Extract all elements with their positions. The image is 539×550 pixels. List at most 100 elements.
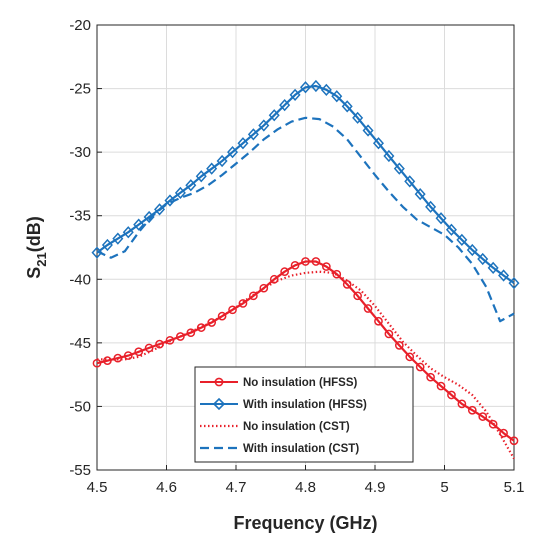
- series-0-marker: [280, 267, 289, 277]
- legend-swatch-marker-1: [212, 397, 226, 411]
- series-1-marker: [206, 162, 218, 175]
- series-1-marker: [310, 79, 322, 93]
- series-1-marker: [112, 232, 124, 245]
- series-1-marker: [498, 269, 510, 282]
- series-0-marker: [509, 436, 519, 446]
- x-tick-label: 4.9: [365, 479, 386, 496]
- series-1-marker: [122, 226, 134, 239]
- series-1-marker: [195, 170, 207, 183]
- series-0-marker: [217, 311, 227, 321]
- legend-label-1: With insulation (HFSS): [243, 399, 367, 411]
- x-tick-label: 4.7: [226, 479, 247, 496]
- series-0-marker: [384, 329, 394, 339]
- series-1-marker: [466, 243, 478, 257]
- series-1-marker: [425, 200, 437, 213]
- y-axis-title-subscript: 21: [34, 252, 49, 266]
- series-1-marker: [404, 175, 416, 188]
- series-0-marker: [238, 299, 248, 308]
- x-axis-title: Frequency (GHz): [233, 513, 377, 533]
- y-axis-ticks: -55 -50 -45 -40 -35 -30 -25 -20: [69, 17, 102, 479]
- series-1-marker: [435, 212, 447, 225]
- legend: No insulation (HFSS) With insulation (HF…: [194, 366, 414, 463]
- series-1-marker: [383, 149, 395, 163]
- series-1-marker: [289, 88, 301, 102]
- series-0-marker: [332, 269, 342, 279]
- series-0-marker: [415, 362, 425, 372]
- series-1-marker: [268, 109, 280, 122]
- series-0-marker: [478, 412, 488, 421]
- series-0-marker: [123, 351, 133, 360]
- legend-swatch-marker-0: [214, 377, 224, 387]
- y-tick-label: -25: [69, 81, 91, 98]
- series-0-marker: [488, 419, 498, 429]
- series-0-marker: [457, 399, 467, 409]
- series-1-marker: [279, 98, 291, 112]
- series-3: [96, 116, 515, 323]
- series-0-marker: [186, 328, 196, 338]
- series-1-marker: [258, 119, 270, 132]
- legend-label-0: No insulation (HFSS): [243, 377, 358, 389]
- series-1-marker: [101, 238, 113, 252]
- series-0-marker: [374, 316, 383, 326]
- series-1-marker: [227, 146, 239, 159]
- series-1-marker: [320, 83, 332, 96]
- y-axis-title-suffix: (dB): [24, 216, 44, 252]
- y-axis-title-main: S: [24, 267, 44, 279]
- series-0-marker: [290, 260, 300, 270]
- series-0-marker: [394, 341, 404, 350]
- series-1-marker: [456, 233, 468, 246]
- series-0-marker: [499, 428, 508, 438]
- series-0-marker: [103, 356, 112, 366]
- series-0-marker: [447, 390, 456, 400]
- y-tick-label: -55: [69, 462, 91, 479]
- series-0-marker: [196, 323, 206, 332]
- series-1-marker: [91, 246, 103, 259]
- series-line-3: [96, 116, 515, 323]
- series-1-marker: [216, 154, 228, 168]
- series-0-marker: [342, 280, 352, 289]
- series-1-marker: [352, 111, 364, 124]
- series-0-marker: [311, 257, 321, 266]
- x-tick-label: 5: [440, 479, 448, 496]
- series-1-marker: [445, 223, 457, 236]
- series-1-marker: [185, 179, 197, 192]
- series-1-marker: [237, 137, 249, 150]
- series-0-marker: [92, 358, 102, 368]
- series-0-marker: [207, 318, 217, 327]
- series-1-marker: [341, 100, 353, 113]
- series-0-marker: [353, 291, 362, 301]
- x-tick-label: 4.8: [295, 479, 316, 496]
- series-1: [91, 79, 520, 290]
- x-tick-label: 4.6: [156, 479, 177, 496]
- series-1-marker: [362, 124, 374, 137]
- x-tick-label: 5.1: [504, 479, 525, 496]
- series-0-marker: [322, 262, 331, 271]
- series-0-marker: [405, 352, 415, 362]
- y-tick-label: -40: [69, 271, 91, 288]
- y-tick-label: -35: [69, 208, 91, 225]
- legend-label-2: No insulation (CST): [243, 421, 350, 433]
- x-axis-ticks: 4.5 4.6 4.7 4.8 4.9 5 5.1: [87, 465, 525, 496]
- series-0-marker: [134, 347, 144, 357]
- series-1-marker: [133, 218, 145, 231]
- y-tick-label: -30: [69, 144, 91, 161]
- series-1-marker: [331, 90, 343, 103]
- series-0-marker: [436, 381, 446, 391]
- series-0-marker: [269, 274, 279, 284]
- series-line-1: [96, 84, 515, 284]
- series-0-marker: [144, 343, 154, 353]
- y-axis-title: S21(dB): [24, 216, 49, 278]
- series-0-marker: [155, 339, 164, 349]
- series-1-marker: [143, 210, 155, 224]
- y-tick-label: -20: [69, 17, 91, 34]
- series-0-marker: [467, 405, 477, 415]
- series-0-marker: [249, 291, 258, 301]
- series-1-marker: [174, 186, 186, 199]
- series-1-marker: [372, 137, 384, 150]
- series-0-marker: [228, 305, 237, 315]
- series-1-marker: [299, 81, 312, 94]
- series-0-marker: [165, 335, 175, 345]
- y-tick-label: -45: [69, 335, 91, 352]
- series-1-marker: [414, 187, 426, 201]
- series-1-marker: [154, 203, 166, 216]
